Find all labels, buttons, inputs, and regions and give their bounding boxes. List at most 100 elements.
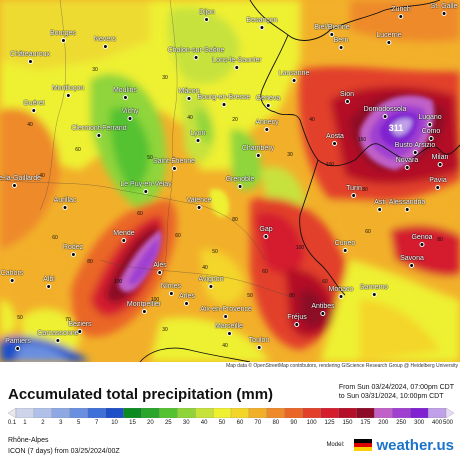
scale-tick-label: 1 <box>23 420 27 426</box>
city-dot <box>141 309 147 314</box>
city-dot <box>168 291 174 296</box>
city-dot <box>121 238 127 243</box>
city-dot <box>409 263 415 268</box>
scale-swatch <box>212 408 232 418</box>
city-dot <box>31 108 37 113</box>
contour-value-label: 100 <box>113 279 123 285</box>
city-label: Le Puy-en-Velay <box>120 181 172 194</box>
city-label: Pamiers <box>5 338 31 351</box>
scale-swatch <box>69 408 89 418</box>
city-dot <box>428 136 434 141</box>
city-dot <box>221 102 227 107</box>
scale-swatch <box>195 408 214 418</box>
scale-tick-label: 70 <box>254 420 262 426</box>
city-dot <box>342 248 348 253</box>
city-dot <box>234 65 240 70</box>
contour-value-label: 80 <box>232 217 238 223</box>
city-dot <box>102 44 108 49</box>
city-dot <box>263 234 269 239</box>
city-dot <box>437 162 443 167</box>
contour-value-label: 150 <box>357 137 367 143</box>
scale-tick-label: 200 <box>378 420 389 426</box>
city-label: Grenoble <box>226 176 254 189</box>
scale-tick-label: 40 <box>200 420 208 426</box>
city-label: St. Galle <box>431 3 457 16</box>
brand-logo[interactable]: Model: weather.us <box>326 435 454 455</box>
city-label: Dijon <box>199 9 215 22</box>
region-name: Rhône-Alpes <box>8 437 49 444</box>
city-dot <box>320 311 326 316</box>
contour-value-label: 50 <box>17 315 23 321</box>
city-label: Clermont-Ferrand <box>71 125 127 138</box>
city-dot <box>157 270 163 275</box>
scale-tick-label: 0.1 <box>7 420 17 426</box>
contour-value-label: 50 <box>212 249 218 255</box>
city-dot <box>186 96 192 101</box>
valid-period: From Sun 03/24/2024, 07:00pm CDT to Sun … <box>339 383 454 401</box>
contour-value-label: 80 <box>362 187 368 193</box>
map-title: Accumulated total precipitation (mm) <box>8 386 274 403</box>
model-run: ICON (7 days) from 03/25/2024/00Z <box>8 448 120 455</box>
city-label: Domodossola <box>364 106 406 119</box>
city-label: Châteauroux <box>10 51 50 64</box>
city-dot <box>237 184 243 189</box>
city-label: Antibes <box>311 303 335 316</box>
scale-tick-label: 90 <box>290 420 298 426</box>
color-scale-ticks: 0.1 1 2 3 5 7 10 15 20 25 30 40 50 60 70 80 90 100 125 150 1… <box>8 420 454 429</box>
city-label: Arles <box>179 293 195 306</box>
city-dot <box>338 45 344 50</box>
city-dot <box>11 183 17 188</box>
city-label: Guéret <box>23 100 45 113</box>
city-label: Montluçon <box>52 85 84 98</box>
scale-swatch <box>302 408 322 418</box>
city-label: Vichy <box>122 108 139 121</box>
contour-value-label: 40 <box>222 343 228 349</box>
scale-swatch <box>230 408 250 418</box>
scale-swatch <box>248 408 268 418</box>
city-label: Milan <box>432 154 448 167</box>
city-dot <box>143 189 149 194</box>
scale-tick-label: 5 <box>77 420 81 426</box>
city-label: Busto Arsizio <box>395 142 435 155</box>
city-dot <box>338 294 344 299</box>
city-dot <box>27 59 33 64</box>
scale-swatch <box>15 408 35 418</box>
city-dot <box>46 284 52 289</box>
city-dot <box>195 138 201 143</box>
city-dot <box>65 93 71 98</box>
scale-tick-label: 3 <box>59 420 63 426</box>
city-dot <box>329 32 335 37</box>
map-attribution: Map data © OpenStreetMap contributors, r… <box>226 363 458 369</box>
scale-tick-label: 125 <box>324 420 335 426</box>
city-label: Biel/Bienne <box>314 24 350 37</box>
scale-swatch <box>87 408 107 418</box>
contour-value-label: 30 <box>162 327 168 333</box>
scale-tick-label: 20 <box>147 420 154 426</box>
city-dot <box>398 14 404 19</box>
city-dot <box>70 252 76 257</box>
scale-swatch <box>8 408 17 418</box>
city-dot <box>382 114 388 119</box>
city-label: Gap <box>259 226 273 239</box>
city-label: Mâcon <box>178 88 200 101</box>
brand-name[interactable]: weather.us <box>376 436 454 454</box>
city-label: Pavia <box>429 177 447 190</box>
scale-swatch <box>266 408 286 418</box>
scale-swatch <box>33 408 53 418</box>
city-dot <box>427 122 433 127</box>
city-label: Lugano <box>418 114 442 127</box>
city-label: Saint-Étienne <box>153 158 195 171</box>
scale-tick-label: 300 <box>414 420 425 426</box>
city-label: Bourg-en-Bresse <box>198 94 250 107</box>
city-dot <box>171 166 177 171</box>
scale-swatch <box>374 408 393 418</box>
city-dot <box>259 25 265 30</box>
city-dot <box>344 99 350 104</box>
city-label: Chalon-sur-Saône <box>168 47 224 60</box>
city-dot <box>441 11 447 16</box>
scale-swatch <box>392 408 411 418</box>
city-label: Lucerne <box>376 32 402 45</box>
city-label: Zurich <box>391 6 411 19</box>
city-dot <box>204 17 210 22</box>
scale-swatch <box>159 408 178 418</box>
